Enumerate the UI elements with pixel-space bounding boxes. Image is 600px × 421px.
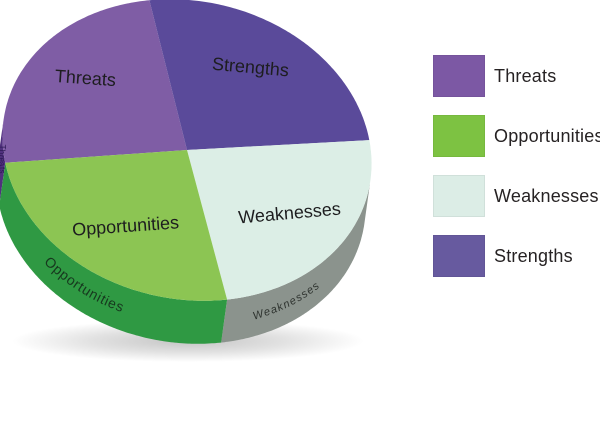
strengths-wedge xyxy=(149,0,370,150)
legend-item-threats: Threats xyxy=(433,55,600,97)
legend-swatch-opportunities xyxy=(433,115,485,157)
threats-rim-label: Threats xyxy=(0,145,7,174)
legend-item-opportunities: Opportunities xyxy=(433,115,600,157)
weaknesses-wedge xyxy=(187,140,372,300)
chart-legend: Threats Opportunities Weaknesses Strengt… xyxy=(433,55,600,295)
opportunities-wedge xyxy=(5,150,228,301)
threats-side-3d xyxy=(0,120,6,201)
weaknesses-side-3d xyxy=(221,181,371,343)
legend-label-weaknesses: Weaknesses xyxy=(494,185,599,206)
legend-label-opportunities: Opportunities xyxy=(494,125,600,146)
legend-item-weaknesses: Weaknesses xyxy=(433,175,600,217)
legend-label-threats: Threats xyxy=(494,65,557,86)
threats-wedge-label: Threats xyxy=(54,66,116,90)
opportunities-side-3d xyxy=(0,162,228,344)
legend-swatch-weaknesses xyxy=(433,175,485,217)
legend-swatch-strengths xyxy=(433,235,485,277)
threats-wedge xyxy=(2,0,188,163)
legend-label-strengths: Strengths xyxy=(494,245,573,266)
legend-item-strengths: Strengths xyxy=(433,235,600,277)
legend-swatch-threats xyxy=(433,55,485,97)
